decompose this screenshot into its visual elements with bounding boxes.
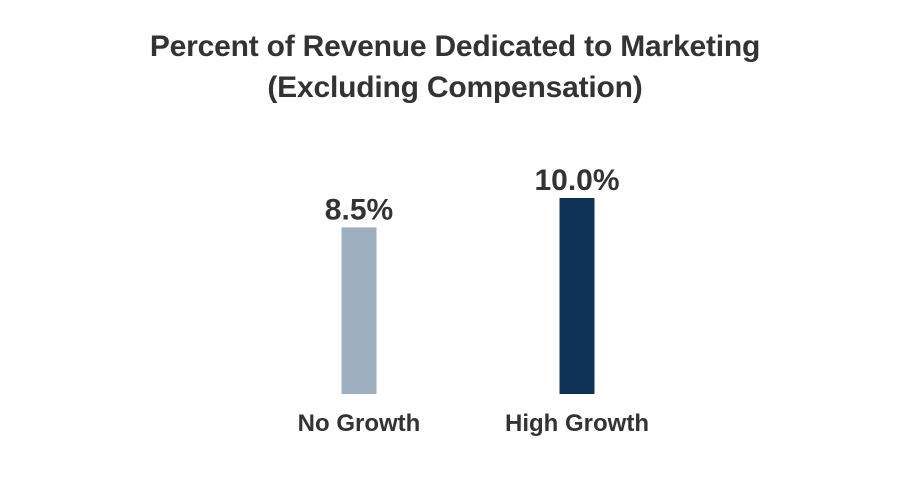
- chart-title: Percent of Revenue Dedicated to Marketin…: [149, 30, 761, 63]
- category-label-no-growth: No Growth: [298, 410, 421, 437]
- chart-subtitle: (Excluding Compensation): [267, 71, 643, 104]
- bar-high-growth: [559, 198, 595, 394]
- bar-no-growth: [341, 227, 377, 394]
- plot-area: 8.5% No Growth 10.0% High Growth: [298, 164, 649, 437]
- data-label-high-growth: 10.0%: [534, 164, 619, 197]
- chart-title-block: Percent of Revenue Dedicated to Marketin…: [0, 26, 910, 108]
- category-label-high-growth: High Growth: [505, 410, 649, 437]
- data-label-no-growth: 8.5%: [325, 193, 393, 226]
